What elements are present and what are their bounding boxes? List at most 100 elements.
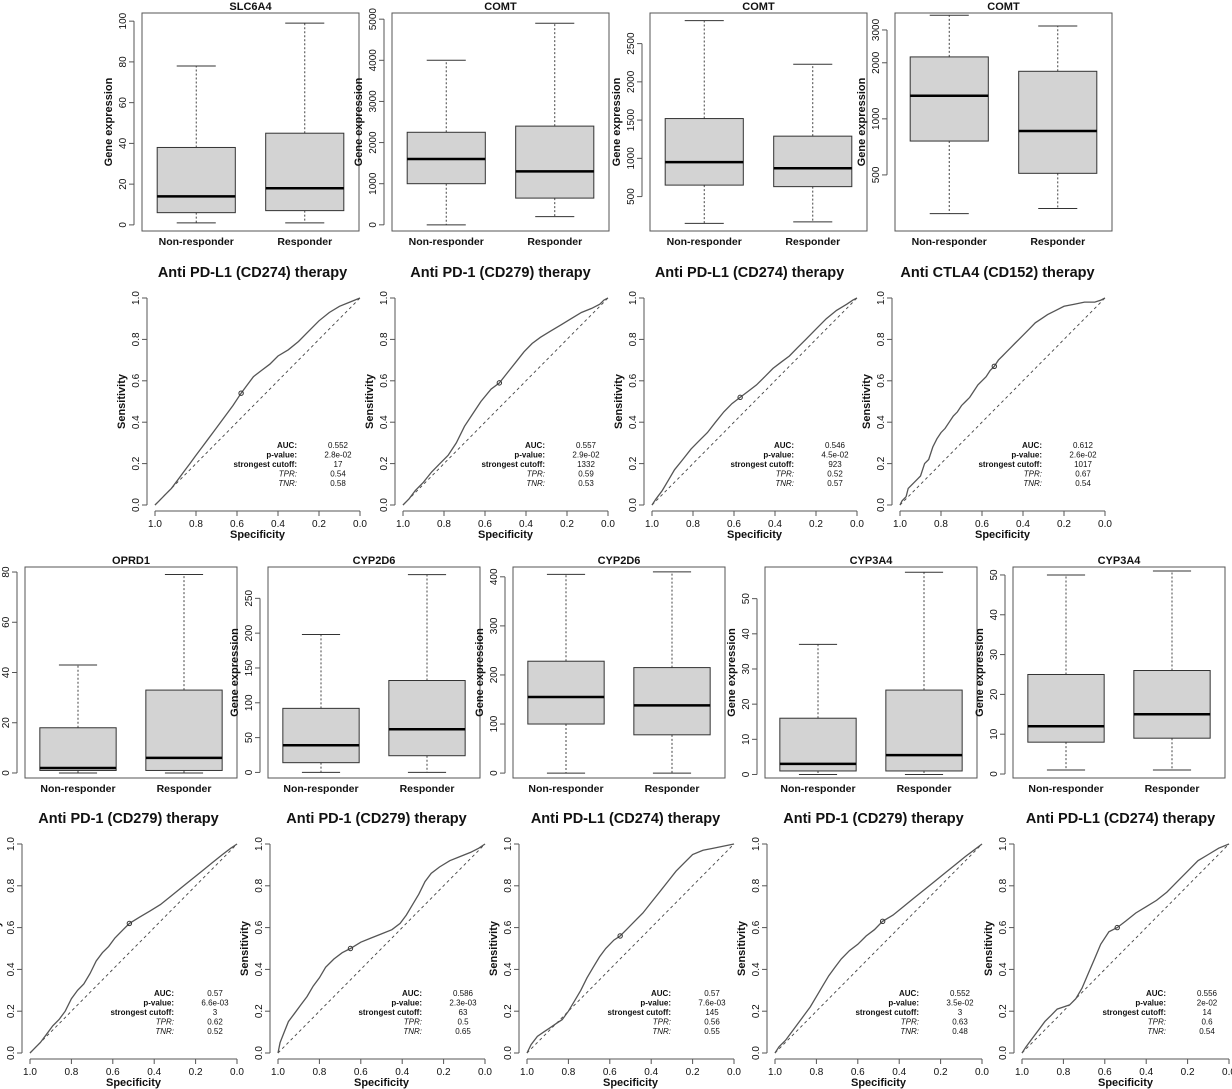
stat-label: TPR: [776, 470, 794, 479]
x-tick-label: 0.2 [560, 519, 574, 530]
y-tick-label: 50 [244, 732, 255, 744]
chart-title: Anti PD-1 (CD279) therapy [783, 811, 963, 827]
stat-label: TPR: [156, 1018, 174, 1027]
x-tick-label: 0.8 [561, 1067, 575, 1078]
roc-curve [899, 297, 1106, 506]
y-tick-label: 1.0 [254, 837, 265, 851]
category-label: Non-responder [528, 783, 603, 795]
y-tick-label: 2000 [871, 51, 882, 74]
y-tick-label: 50 [741, 593, 752, 605]
stat-value: 2.6e-02 [1069, 451, 1097, 460]
y-tick-label: 1000 [368, 172, 379, 195]
y-tick-label: 2000 [626, 70, 637, 93]
category-label: Non-responder [667, 236, 742, 248]
cutoff-marker [737, 394, 743, 401]
stat-value: 0.62 [207, 1018, 223, 1027]
y-tick-label: 30 [741, 663, 752, 675]
stat-label: AUC: [1146, 989, 1166, 998]
y-tick-label: 250 [244, 590, 255, 607]
x-tick-label: 0.0 [850, 519, 864, 530]
stat-label: p-value: [888, 999, 919, 1008]
x-tick-label: 0.4 [271, 519, 285, 530]
stat-label: TNR: [900, 1027, 919, 1036]
stat-label: strongest cutoff: [730, 460, 794, 469]
stat-value: 2e-02 [1197, 999, 1218, 1008]
stat-label: strongest cutoff: [110, 1008, 174, 1017]
stat-label: TPR: [527, 470, 545, 479]
y-tick-label: 0.0 [628, 498, 639, 512]
y-tick-label: 80 [1, 566, 12, 578]
y-axis-label: Sensitivity [983, 920, 995, 976]
y-tick-label: 10 [741, 733, 752, 745]
stat-value: 0.57 [207, 989, 223, 998]
y-tick-label: 200 [489, 666, 500, 683]
stat-label: p-value: [763, 451, 794, 460]
stat-value: 0.58 [330, 479, 346, 488]
y-tick-label: 0.8 [628, 332, 639, 346]
roc-curve [651, 297, 858, 506]
diagonal-reference-line [154, 297, 361, 506]
x-tick-label: 0.6 [106, 1067, 120, 1078]
y-tick-label: 100 [244, 694, 255, 711]
x-tick-label: 0.8 [312, 1067, 326, 1078]
y-tick-label: 0.6 [379, 373, 390, 387]
stat-value: 0.59 [578, 470, 594, 479]
y-tick-label: 0.8 [751, 878, 762, 892]
x-tick-label: 0.2 [809, 519, 823, 530]
stat-value: 0.586 [453, 989, 474, 998]
stat-value: 0.52 [207, 1027, 223, 1036]
x-tick-label: 0.0 [727, 1067, 741, 1078]
x-tick-label: 0.0 [230, 1067, 244, 1078]
plot-frame [1012, 566, 1226, 779]
stat-value: 7.6e-03 [698, 999, 726, 1008]
y-tick-label: 0.4 [503, 962, 514, 976]
y-tick-label: 30 [989, 649, 1000, 661]
y-tick-label: 0.0 [751, 1046, 762, 1060]
y-tick-label: 400 [489, 568, 500, 585]
stat-value: 2.9e-02 [572, 451, 600, 460]
y-tick-label: 0.4 [628, 415, 639, 429]
stat-value: 4.5e-02 [821, 451, 849, 460]
stat-label: p-value: [640, 999, 671, 1008]
x-tick-label: 0.4 [519, 519, 533, 530]
y-tick-label: 0.0 [254, 1046, 265, 1060]
stat-label: TNR: [526, 479, 545, 488]
stat-label: p-value: [266, 451, 297, 460]
stat-label: strongest cutoff: [233, 460, 297, 469]
stat-value: 0.56 [704, 1018, 720, 1027]
stat-value: 0.552 [328, 441, 349, 450]
y-axis-label: Gene expression [103, 77, 115, 166]
y-tick-label: 0.6 [876, 373, 887, 387]
stat-label: AUC: [402, 989, 422, 998]
y-tick-label: 0 [118, 222, 129, 228]
chart-title: CYP2D6 [598, 555, 641, 567]
stat-value: 0.57 [827, 479, 843, 488]
diagonal-reference-line [651, 297, 858, 506]
y-axis-label: Gene expression [353, 77, 365, 166]
y-axis-label: Sensitivity [116, 373, 128, 429]
box-iqr [515, 125, 595, 199]
y-tick-label: 0 [244, 769, 255, 775]
chart-title: COMT [742, 1, 775, 13]
x-tick-label: 0.6 [603, 1067, 617, 1078]
stat-value: 0.54 [1199, 1027, 1215, 1036]
stat-value: 0.557 [576, 441, 597, 450]
x-tick-label: 0.6 [1098, 1067, 1112, 1078]
y-tick-label: 100 [118, 12, 129, 29]
box-iqr [388, 680, 466, 757]
category-label: Non-responder [780, 783, 855, 795]
chart-title: Anti CTLA4 (CD152) therapy [900, 265, 1094, 281]
y-tick-label: 0.6 [751, 920, 762, 934]
x-tick-label: 1.0 [645, 519, 659, 530]
y-tick-label: 40 [989, 609, 1000, 621]
x-axis-label: Specificity [975, 529, 1031, 541]
y-axis-label: Sensitivity [736, 920, 748, 976]
stat-label: TPR: [1148, 1018, 1166, 1027]
y-tick-label: 1.0 [379, 291, 390, 305]
stat-value: 923 [828, 460, 842, 469]
cutoff-marker [991, 363, 997, 370]
y-tick-label: 0.6 [628, 373, 639, 387]
y-tick-label: 0.6 [503, 920, 514, 934]
y-tick-label: 0.2 [751, 1004, 762, 1018]
y-tick-label: 0.2 [876, 456, 887, 470]
